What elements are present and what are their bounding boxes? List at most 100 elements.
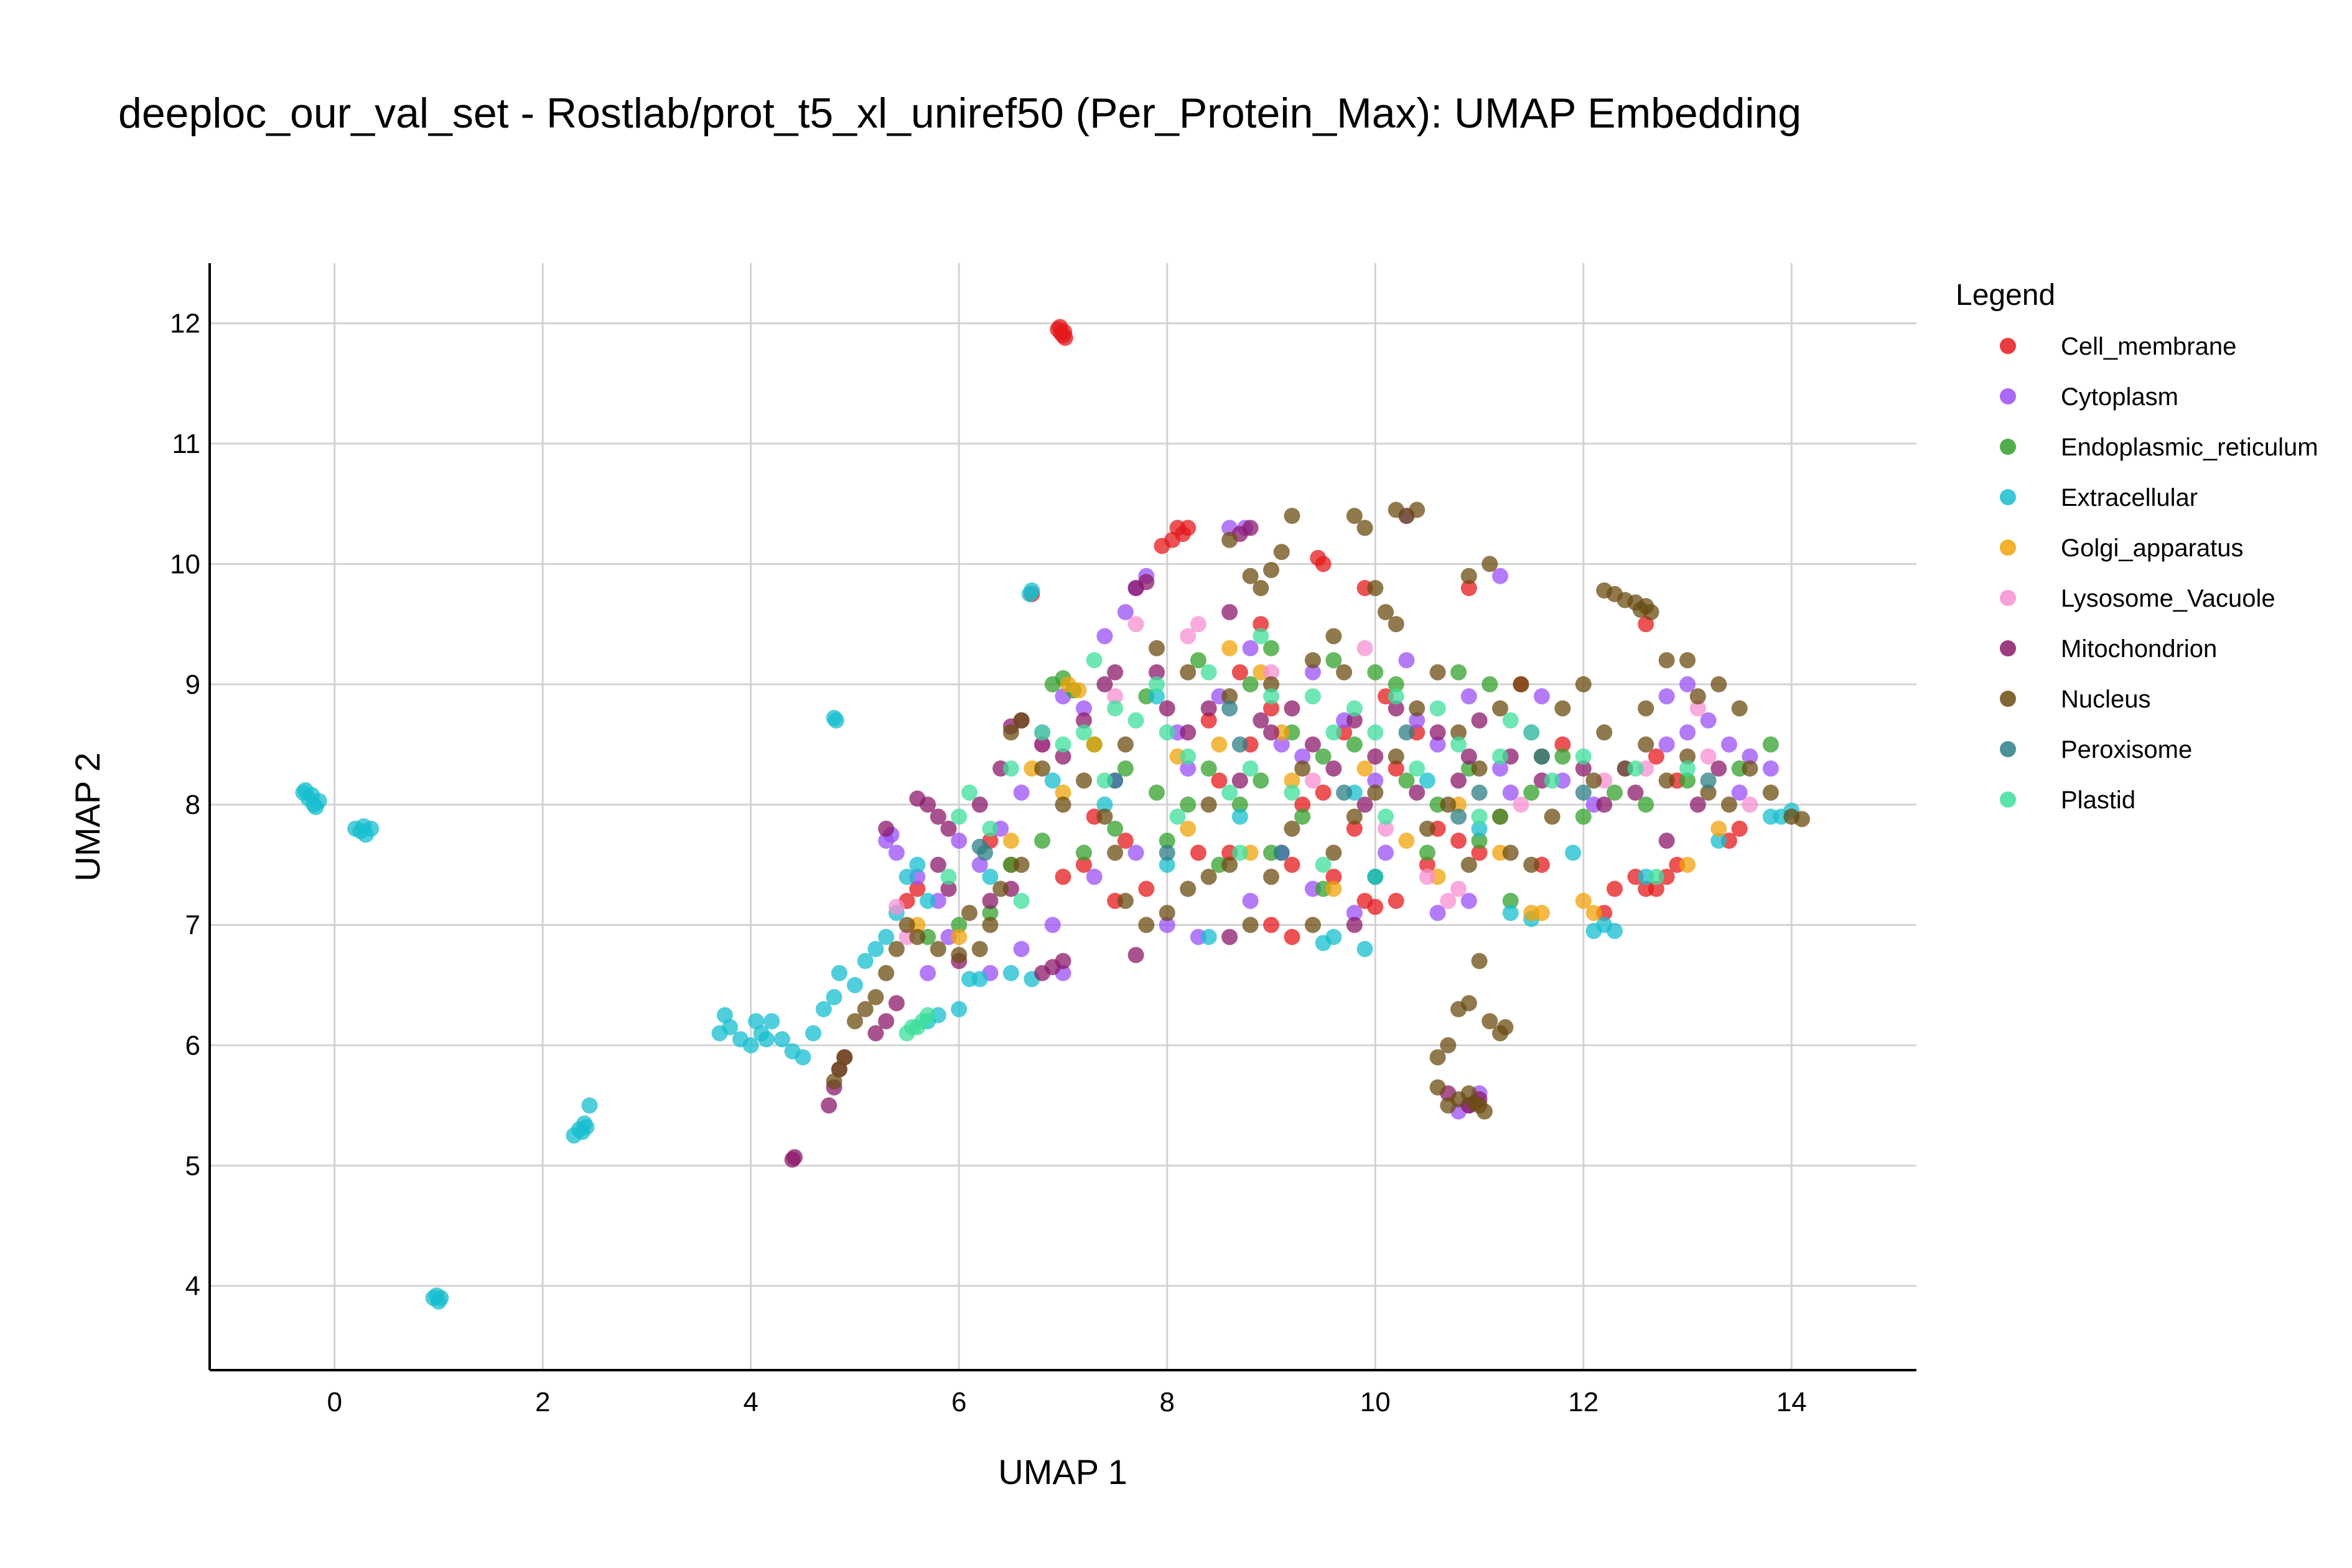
point-plastid — [1409, 760, 1426, 777]
point-mitochondrion — [1242, 520, 1259, 536]
point-extracellular — [1471, 820, 1488, 837]
point-endoplasmic-reticulum — [1263, 640, 1280, 656]
axes — [208, 263, 1916, 1371]
legend-marker-endoplasmic-reticulum — [2000, 439, 2016, 455]
point-cell-membrane — [1154, 538, 1170, 554]
point-cytoplasm — [1742, 748, 1758, 765]
point-plastid — [1471, 808, 1488, 825]
point-mitochondrion — [821, 1097, 838, 1114]
point-cell-membrane — [1450, 833, 1467, 849]
point-nucleus — [836, 1049, 853, 1066]
point-nucleus — [1710, 676, 1727, 693]
point-plastid — [1231, 844, 1248, 861]
point-endoplasmic-reticulum — [1117, 760, 1134, 777]
point-nucleus — [1002, 724, 1019, 741]
y-tick-label: 6 — [185, 1030, 200, 1061]
point-nucleus — [982, 917, 999, 933]
point-peroxisome — [1398, 724, 1415, 741]
point-cytoplasm — [1242, 640, 1259, 656]
point-nucleus — [1497, 1019, 1514, 1035]
point-lysosome-vacuole — [1304, 772, 1321, 789]
point-extracellular — [846, 977, 863, 994]
point-golgi-apparatus — [1180, 820, 1197, 837]
point-nucleus — [1700, 784, 1717, 801]
point-extracellular — [773, 1031, 790, 1048]
point-nucleus — [888, 941, 905, 958]
point-extracellular — [1502, 905, 1519, 922]
point-cytoplasm — [920, 964, 936, 981]
point-cytoplasm — [1460, 688, 1477, 705]
point-cytoplasm — [1658, 736, 1675, 753]
y-tick-label: 5 — [185, 1150, 200, 1181]
point-nucleus — [1242, 917, 1259, 933]
point-extracellular — [297, 782, 314, 798]
point-cell-membrane — [1419, 856, 1435, 873]
point-cytoplasm — [1491, 760, 1508, 777]
point-extracellular — [758, 1031, 775, 1048]
point-extracellular — [1419, 772, 1435, 789]
point-cytoplasm — [1304, 664, 1321, 681]
point-nucleus — [1325, 628, 1342, 645]
point-cytoplasm — [888, 844, 905, 861]
point-lysosome-vacuole — [1180, 628, 1197, 645]
legend-items: Cell_membrane Cytoplasm Endoplasmic_reticu… — [2000, 333, 2318, 814]
y-tick-label: 10 — [170, 549, 200, 579]
point-cytoplasm — [1429, 736, 1446, 753]
legend-label-golgi-apparatus: Golgi_apparatus — [2061, 534, 2244, 562]
legend-marker-golgi-apparatus — [2000, 539, 2016, 556]
point-nucleus — [1221, 856, 1238, 873]
point-golgi-apparatus — [1356, 760, 1373, 777]
point-lysosome-vacuole — [1440, 892, 1457, 909]
point-nucleus — [951, 946, 968, 963]
point-nucleus — [1502, 844, 1519, 861]
point-nucleus — [1107, 844, 1124, 861]
point-nucleus — [1180, 880, 1197, 897]
y-tick-label: 11 — [172, 429, 200, 459]
point-cell-membrane — [1315, 784, 1332, 801]
legend-label-plastid: Plastid — [2061, 786, 2135, 814]
point-nucleus — [1180, 664, 1197, 681]
point-extracellular — [1002, 964, 1019, 981]
point-golgi-apparatus — [1325, 880, 1342, 897]
point-mitochondrion — [1367, 748, 1384, 765]
point-extracellular — [722, 1019, 739, 1035]
point-mitochondrion — [1034, 736, 1051, 753]
point-endoplasmic-reticulum — [1482, 676, 1498, 693]
point-peroxisome — [1221, 700, 1238, 717]
point-lysosome-vacuole — [1190, 616, 1206, 633]
point-nucleus — [1679, 652, 1696, 669]
point-extracellular — [909, 856, 926, 873]
point-nucleus — [1304, 652, 1321, 669]
point-cell-membrane — [1367, 898, 1384, 915]
point-nucleus — [867, 989, 884, 1006]
point-plastid — [982, 820, 999, 837]
point-endoplasmic-reticulum — [1388, 676, 1404, 693]
point-nucleus — [1440, 1037, 1457, 1053]
point-extracellular — [1710, 833, 1727, 849]
point-peroxisome — [977, 844, 994, 861]
point-extracellular — [1231, 808, 1248, 825]
point-plastid — [1544, 772, 1561, 789]
point-nucleus — [1544, 808, 1561, 825]
point-nucleus — [1304, 917, 1321, 933]
point-nucleus — [898, 917, 915, 933]
point-extracellular — [815, 1001, 832, 1017]
point-mitochondrion — [1471, 712, 1488, 729]
point-cytoplasm — [1679, 676, 1696, 693]
point-nucleus — [971, 941, 988, 958]
point-nucleus — [1263, 676, 1280, 693]
point-extracellular — [920, 892, 936, 909]
point-nucleus — [1221, 688, 1238, 705]
point-nucleus — [1450, 724, 1467, 741]
point-cell-membrane — [1325, 869, 1342, 885]
point-endoplasmic-reticulum — [1471, 833, 1488, 849]
point-cytoplasm — [951, 833, 968, 849]
point-cytoplasm — [1720, 736, 1737, 753]
point-cell-membrane — [1554, 736, 1571, 753]
point-nucleus — [1075, 772, 1092, 789]
point-nucleus — [1679, 748, 1696, 765]
point-nucleus — [1388, 748, 1404, 765]
point-cytoplasm — [1398, 652, 1415, 669]
point-cell-membrane — [1138, 880, 1155, 897]
point-plastid — [961, 784, 978, 801]
